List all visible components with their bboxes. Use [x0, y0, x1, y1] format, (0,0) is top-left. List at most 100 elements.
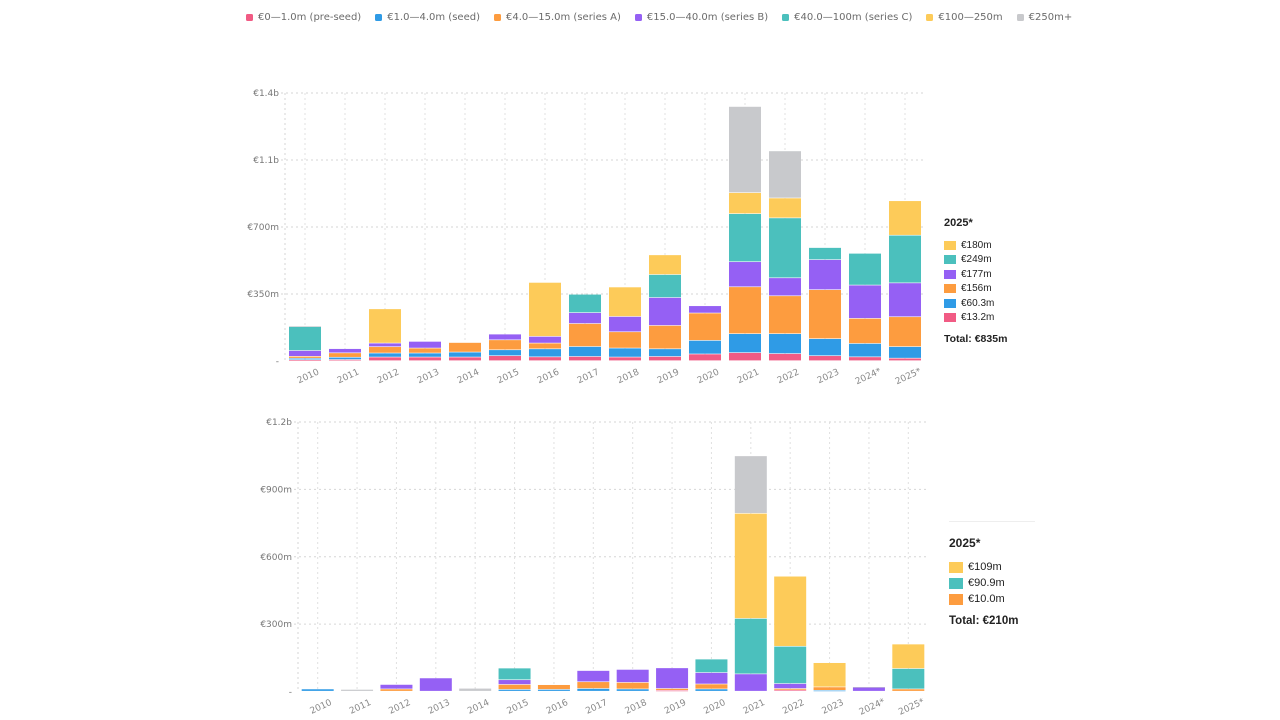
- bar-segment[interactable]: [329, 348, 361, 353]
- bar-segment[interactable]: [369, 343, 401, 347]
- bar-segment[interactable]: [649, 325, 681, 349]
- bar-segment[interactable]: [729, 287, 761, 334]
- bar-stack-2021[interactable]: [734, 456, 767, 691]
- bar-stack-2024est[interactable]: [849, 253, 881, 361]
- legend-item-seed[interactable]: €1.0—4.0m (seed): [375, 12, 480, 23]
- bar-segment[interactable]: [849, 253, 881, 285]
- bar-stack-2011[interactable]: [329, 348, 361, 361]
- bar-segment[interactable]: [577, 682, 610, 689]
- bar-segment[interactable]: [569, 346, 601, 357]
- bar-segment[interactable]: [689, 354, 721, 361]
- legend-item-m100_250[interactable]: €100—250m: [926, 12, 1003, 23]
- bar-segment[interactable]: [329, 353, 361, 357]
- bar-stack-2025est[interactable]: [889, 201, 921, 361]
- bar-segment[interactable]: [498, 668, 531, 680]
- bar-segment[interactable]: [329, 357, 361, 360]
- bar-stack-2015[interactable]: [489, 334, 521, 361]
- bar-segment[interactable]: [889, 358, 921, 361]
- bar-segment[interactable]: [769, 218, 801, 278]
- bar-segment[interactable]: [656, 688, 689, 691]
- bar-segment[interactable]: [734, 618, 767, 674]
- bar-segment[interactable]: [774, 688, 807, 690]
- bar-stack-2017[interactable]: [577, 670, 610, 691]
- legend-item-seriesC[interactable]: €40.0—100m (series C): [782, 12, 912, 23]
- bar-stack-2016[interactable]: [537, 684, 570, 691]
- bar-segment[interactable]: [369, 353, 401, 357]
- bar-segment[interactable]: [609, 287, 641, 317]
- bar-segment[interactable]: [889, 235, 921, 283]
- bar-segment[interactable]: [329, 359, 361, 361]
- bar-stack-2015[interactable]: [498, 668, 531, 691]
- bar-stack-2010[interactable]: [301, 689, 334, 691]
- bar-segment[interactable]: [729, 106, 761, 193]
- bar-segment[interactable]: [301, 689, 334, 691]
- bar-segment[interactable]: [769, 151, 801, 198]
- bar-segment[interactable]: [649, 356, 681, 361]
- bar-segment[interactable]: [649, 297, 681, 326]
- bar-segment[interactable]: [695, 689, 728, 691]
- bar-segment[interactable]: [577, 670, 610, 682]
- bar-segment[interactable]: [537, 684, 570, 690]
- bar-stack-2023[interactable]: [813, 662, 846, 692]
- bar-segment[interactable]: [769, 353, 801, 361]
- bar-stack-2012[interactable]: [369, 309, 401, 361]
- bar-segment[interactable]: [569, 356, 601, 361]
- bar-segment[interactable]: [729, 213, 761, 262]
- bar-stack-2025est[interactable]: [892, 644, 925, 691]
- bar-stack-2014[interactable]: [459, 688, 492, 691]
- bar-segment[interactable]: [656, 690, 689, 692]
- bar-stack-2022[interactable]: [769, 151, 801, 361]
- bar-segment[interactable]: [449, 357, 481, 361]
- bar-segment[interactable]: [774, 576, 807, 646]
- bar-segment[interactable]: [409, 341, 441, 348]
- bar-segment[interactable]: [889, 317, 921, 347]
- bar-segment[interactable]: [813, 687, 846, 691]
- bar-segment[interactable]: [813, 662, 846, 687]
- bar-segment[interactable]: [409, 357, 441, 361]
- bar-segment[interactable]: [609, 316, 641, 332]
- bar-segment[interactable]: [809, 356, 841, 361]
- bar-segment[interactable]: [774, 690, 807, 691]
- bar-segment[interactable]: [729, 334, 761, 353]
- bar-segment[interactable]: [892, 644, 925, 669]
- bar-stack-2016[interactable]: [529, 282, 561, 361]
- legend-item-seriesB[interactable]: €15.0—40.0m (series B): [634, 12, 768, 23]
- bar-stack-2020[interactable]: [695, 659, 728, 691]
- bar-segment[interactable]: [616, 682, 649, 689]
- bar-segment[interactable]: [809, 289, 841, 339]
- bar-segment[interactable]: [569, 323, 601, 347]
- bar-segment[interactable]: [849, 343, 881, 357]
- bar-segment[interactable]: [489, 340, 521, 350]
- bar-segment[interactable]: [498, 689, 531, 691]
- bar-segment[interactable]: [537, 689, 570, 691]
- bar-segment[interactable]: [849, 285, 881, 319]
- bar-segment[interactable]: [616, 669, 649, 683]
- bar-segment[interactable]: [689, 313, 721, 341]
- bar-segment[interactable]: [729, 352, 761, 361]
- bar-segment[interactable]: [892, 689, 925, 691]
- bar-segment[interactable]: [289, 356, 321, 358]
- bar-stack-2010[interactable]: [289, 326, 321, 361]
- bar-segment[interactable]: [695, 684, 728, 689]
- bar-segment[interactable]: [569, 312, 601, 324]
- bar-segment[interactable]: [656, 668, 689, 689]
- bar-segment[interactable]: [341, 689, 374, 691]
- bar-segment[interactable]: [849, 357, 881, 361]
- bar-segment[interactable]: [889, 283, 921, 317]
- bar-segment[interactable]: [734, 674, 767, 691]
- bar-segment[interactable]: [649, 274, 681, 298]
- bar-segment[interactable]: [734, 456, 767, 514]
- bar-segment[interactable]: [616, 689, 649, 691]
- bar-segment[interactable]: [529, 357, 561, 361]
- legend-item-preseed[interactable]: €0—1.0m (pre-seed): [246, 12, 361, 23]
- bar-segment[interactable]: [419, 678, 452, 691]
- bar-segment[interactable]: [889, 201, 921, 235]
- bar-segment[interactable]: [369, 347, 401, 353]
- bar-segment[interactable]: [289, 326, 321, 351]
- bar-segment[interactable]: [774, 683, 807, 689]
- bar-stack-2013[interactable]: [419, 678, 452, 691]
- bar-segment[interactable]: [809, 259, 841, 290]
- legend-item-seriesA[interactable]: €4.0—15.0m (series A): [493, 12, 621, 23]
- bar-segment[interactable]: [289, 360, 321, 361]
- bar-segment[interactable]: [529, 343, 561, 349]
